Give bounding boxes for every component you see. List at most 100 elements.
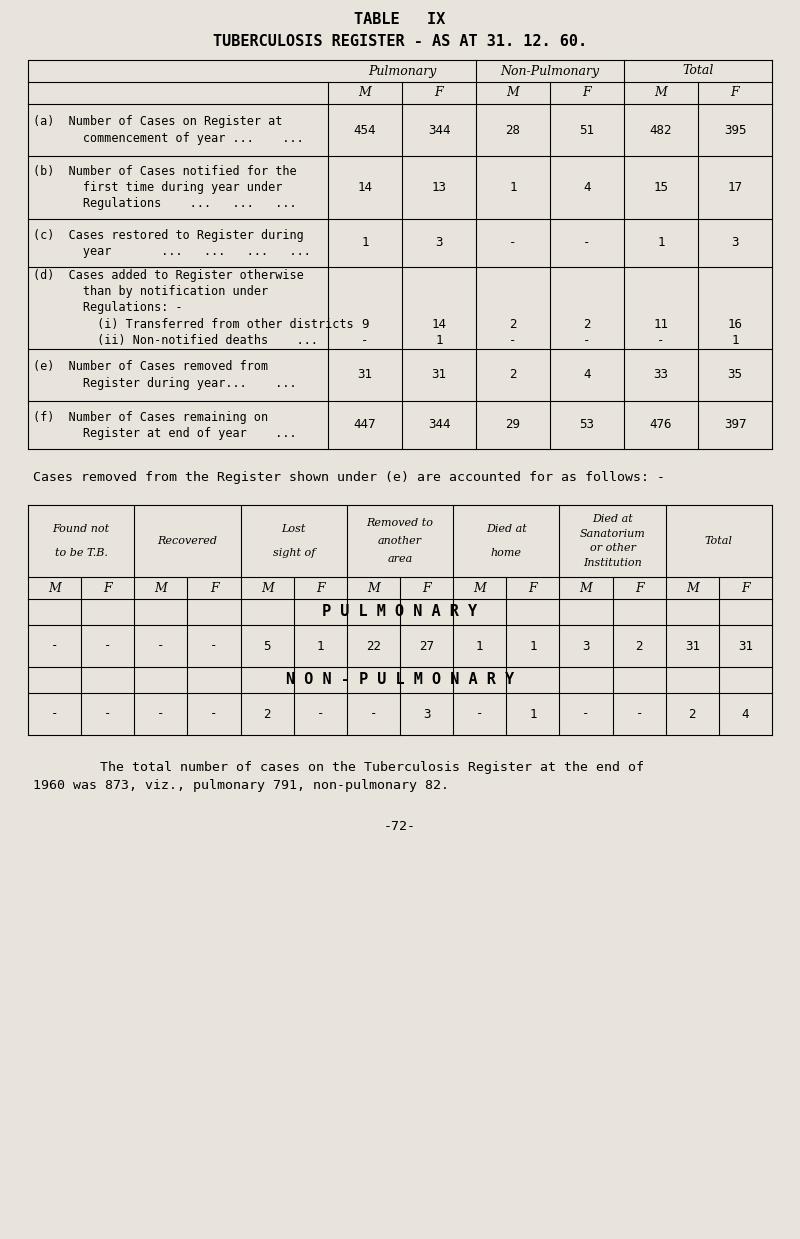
Text: -: - — [317, 707, 324, 721]
Text: -: - — [210, 639, 218, 653]
Text: 344: 344 — [428, 419, 450, 431]
Text: -: - — [210, 707, 218, 721]
Text: to be T.B.: to be T.B. — [54, 548, 107, 558]
Text: another: another — [378, 536, 422, 546]
Text: 2: 2 — [635, 639, 643, 653]
Text: M: M — [154, 581, 167, 595]
Text: (b)  Number of Cases notified for the: (b) Number of Cases notified for the — [33, 165, 297, 178]
Text: M: M — [686, 581, 698, 595]
Text: 14: 14 — [358, 181, 373, 195]
Text: Total: Total — [682, 64, 714, 78]
Text: F: F — [582, 87, 591, 99]
Text: P U L M O N A R Y: P U L M O N A R Y — [322, 605, 478, 620]
Text: -: - — [510, 237, 517, 249]
Text: M: M — [580, 581, 592, 595]
Text: 3: 3 — [582, 639, 590, 653]
Text: 344: 344 — [428, 124, 450, 136]
Text: N O N - P U L M O N A R Y: N O N - P U L M O N A R Y — [286, 673, 514, 688]
Text: 1: 1 — [317, 639, 324, 653]
Text: 1: 1 — [510, 181, 517, 195]
Text: (a)  Number of Cases on Register at: (a) Number of Cases on Register at — [33, 115, 282, 128]
Text: M: M — [367, 581, 380, 595]
Text: -72-: -72- — [384, 820, 416, 834]
Text: 1: 1 — [731, 335, 738, 347]
Text: -: - — [510, 335, 517, 347]
Text: 1: 1 — [658, 237, 665, 249]
Text: 454: 454 — [354, 124, 376, 136]
Text: 5: 5 — [263, 639, 271, 653]
Text: (e)  Number of Cases removed from: (e) Number of Cases removed from — [33, 359, 268, 373]
Text: -: - — [582, 707, 590, 721]
Text: 2: 2 — [689, 707, 696, 721]
Text: 11: 11 — [654, 318, 669, 331]
Text: 33: 33 — [654, 368, 669, 382]
Text: Total: Total — [705, 536, 733, 546]
Text: 4: 4 — [583, 181, 590, 195]
Text: The total number of cases on the Tuberculosis Register at the end of: The total number of cases on the Tubercu… — [68, 761, 644, 773]
Text: -: - — [157, 639, 165, 653]
Text: 395: 395 — [724, 124, 746, 136]
Text: -: - — [476, 707, 483, 721]
Text: 476: 476 — [650, 419, 672, 431]
Text: Institution: Institution — [583, 558, 642, 567]
Text: 31: 31 — [431, 368, 446, 382]
Text: 4: 4 — [742, 707, 749, 721]
Text: 16: 16 — [727, 318, 742, 331]
Text: 1: 1 — [435, 335, 442, 347]
Text: home: home — [490, 548, 522, 558]
Text: first time during year under: first time during year under — [33, 181, 282, 195]
Text: (c)  Cases restored to Register during: (c) Cases restored to Register during — [33, 228, 304, 242]
Text: 1960 was 873, viz., pulmonary 791, non-pulmonary 82.: 1960 was 873, viz., pulmonary 791, non-p… — [33, 778, 449, 792]
Text: Removed to: Removed to — [366, 518, 434, 528]
Text: 1: 1 — [529, 639, 537, 653]
Text: year       ...   ...   ...   ...: year ... ... ... ... — [33, 244, 311, 258]
Text: 31: 31 — [358, 368, 373, 382]
Text: area: area — [387, 554, 413, 564]
Text: F: F — [635, 581, 643, 595]
Text: (ii) Non-notified deaths    ...: (ii) Non-notified deaths ... — [33, 335, 318, 347]
Text: -: - — [104, 639, 111, 653]
Text: Register at end of year    ...: Register at end of year ... — [33, 426, 297, 440]
Text: Non-Pulmonary: Non-Pulmonary — [501, 64, 599, 78]
Text: F: F — [741, 581, 750, 595]
Text: Cases removed from the Register shown under (e) are accounted for as follows: -: Cases removed from the Register shown un… — [33, 471, 665, 483]
Text: Found not: Found not — [53, 524, 110, 534]
Text: 397: 397 — [724, 419, 746, 431]
Text: 31: 31 — [685, 639, 700, 653]
Text: -: - — [51, 639, 58, 653]
Text: M: M — [358, 87, 371, 99]
Text: -: - — [583, 237, 590, 249]
Text: 15: 15 — [654, 181, 669, 195]
Text: M: M — [474, 581, 486, 595]
Text: 2: 2 — [510, 368, 517, 382]
Text: F: F — [210, 581, 218, 595]
Text: -: - — [370, 707, 377, 721]
Text: F: F — [103, 581, 112, 595]
Text: commencement of year ...    ...: commencement of year ... ... — [33, 133, 304, 145]
Text: 1: 1 — [476, 639, 483, 653]
Text: 2: 2 — [510, 318, 517, 331]
Text: 14: 14 — [431, 318, 446, 331]
Text: F: F — [316, 581, 325, 595]
Text: 51: 51 — [579, 124, 594, 136]
Text: 17: 17 — [727, 181, 742, 195]
Text: (d)  Cases added to Register otherwise: (d) Cases added to Register otherwise — [33, 269, 304, 281]
Text: 3: 3 — [731, 237, 738, 249]
Text: F: F — [422, 581, 431, 595]
Text: 1: 1 — [529, 707, 537, 721]
Text: F: F — [529, 581, 537, 595]
Text: Died at: Died at — [592, 514, 633, 524]
Text: TUBERCULOSIS REGISTER - AS AT 31. 12. 60.: TUBERCULOSIS REGISTER - AS AT 31. 12. 60… — [213, 35, 587, 50]
Text: 1: 1 — [362, 237, 369, 249]
Text: 4: 4 — [583, 368, 590, 382]
Text: M: M — [261, 581, 274, 595]
Text: 53: 53 — [579, 419, 594, 431]
Text: F: F — [730, 87, 739, 99]
Text: Lost: Lost — [282, 524, 306, 534]
Text: Regulations: -: Regulations: - — [33, 301, 182, 315]
Text: -: - — [157, 707, 165, 721]
Text: Regulations    ...   ...   ...: Regulations ... ... ... — [33, 197, 297, 209]
Text: Died at: Died at — [486, 524, 526, 534]
Text: (i) Transferred from other districts: (i) Transferred from other districts — [33, 318, 354, 331]
Text: or other: or other — [590, 543, 635, 553]
